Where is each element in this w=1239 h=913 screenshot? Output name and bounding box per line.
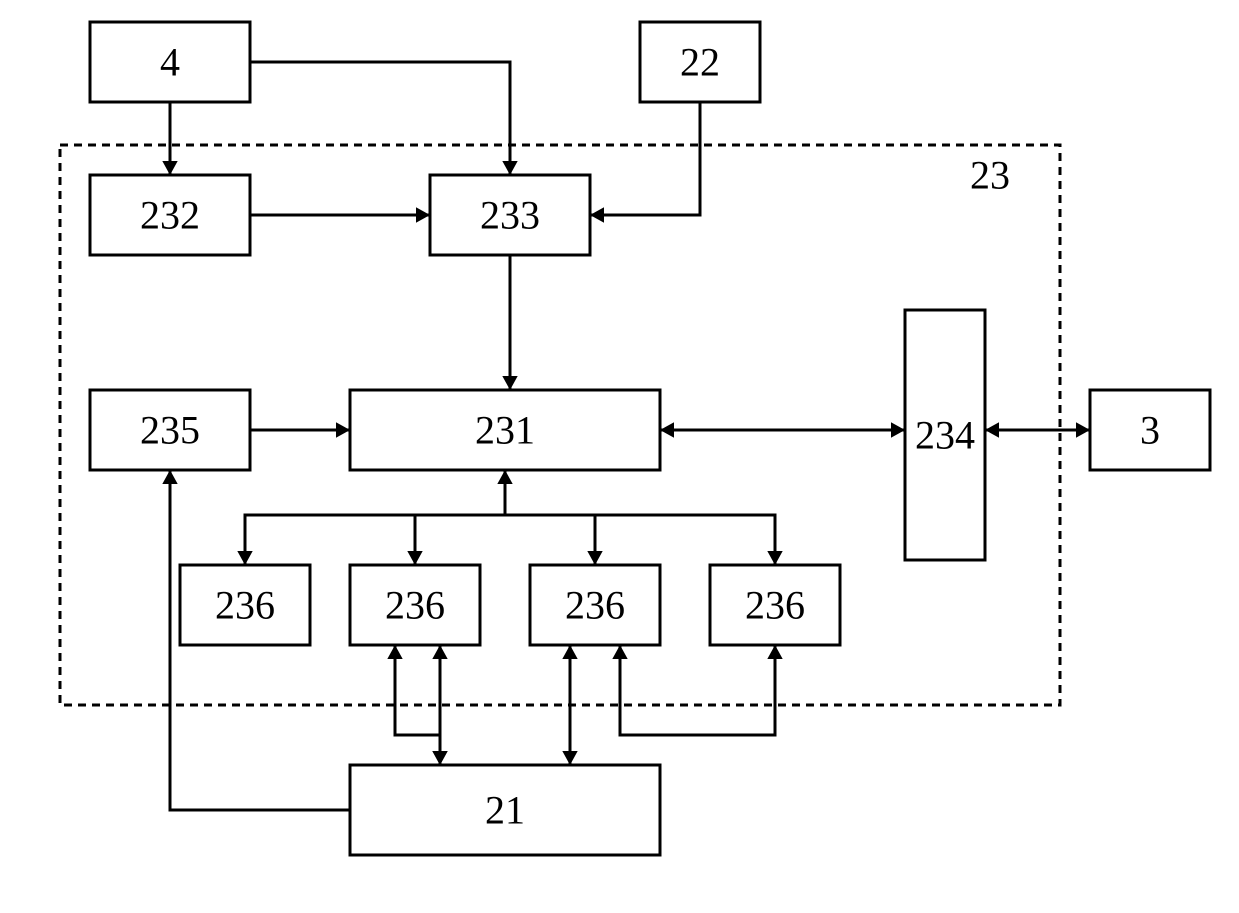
edge bbox=[505, 515, 775, 565]
arrowhead bbox=[612, 645, 627, 659]
arrowhead bbox=[891, 422, 905, 437]
node-label-n233: 233 bbox=[480, 193, 540, 238]
arrowhead bbox=[985, 422, 999, 437]
node-label-n22: 22 bbox=[680, 40, 720, 85]
node-label-n236a: 236 bbox=[215, 583, 275, 628]
container-23-label: 23 bbox=[970, 153, 1010, 198]
edge bbox=[620, 645, 775, 735]
arrowhead bbox=[162, 470, 177, 484]
node-label-n236b: 236 bbox=[385, 583, 445, 628]
arrowhead bbox=[336, 422, 350, 437]
node-label-n4: 4 bbox=[160, 40, 180, 85]
arrowhead bbox=[502, 161, 517, 175]
arrowhead bbox=[237, 551, 252, 565]
node-label-n3: 3 bbox=[1140, 408, 1160, 453]
arrowhead bbox=[587, 551, 602, 565]
arrowhead bbox=[162, 161, 177, 175]
arrowhead bbox=[432, 645, 447, 659]
edge bbox=[250, 62, 510, 175]
arrowhead bbox=[1076, 422, 1090, 437]
arrowhead bbox=[660, 422, 674, 437]
arrowhead bbox=[590, 207, 604, 222]
arrowhead bbox=[767, 551, 782, 565]
node-label-n21: 21 bbox=[485, 788, 525, 833]
node-label-n235: 235 bbox=[140, 408, 200, 453]
node-label-n236c: 236 bbox=[565, 583, 625, 628]
arrowhead bbox=[562, 751, 577, 765]
arrowhead bbox=[387, 645, 402, 659]
node-label-n231: 231 bbox=[475, 408, 535, 453]
node-label-n232: 232 bbox=[140, 193, 200, 238]
arrowhead bbox=[502, 376, 517, 390]
edge bbox=[245, 470, 505, 565]
arrowhead bbox=[432, 751, 447, 765]
arrowhead bbox=[497, 470, 512, 484]
arrowhead bbox=[562, 645, 577, 659]
arrowhead bbox=[416, 207, 430, 222]
node-label-n234: 234 bbox=[915, 413, 975, 458]
node-label-n236d: 236 bbox=[745, 583, 805, 628]
arrowhead bbox=[407, 551, 422, 565]
edge bbox=[590, 102, 700, 215]
arrowhead bbox=[767, 645, 782, 659]
